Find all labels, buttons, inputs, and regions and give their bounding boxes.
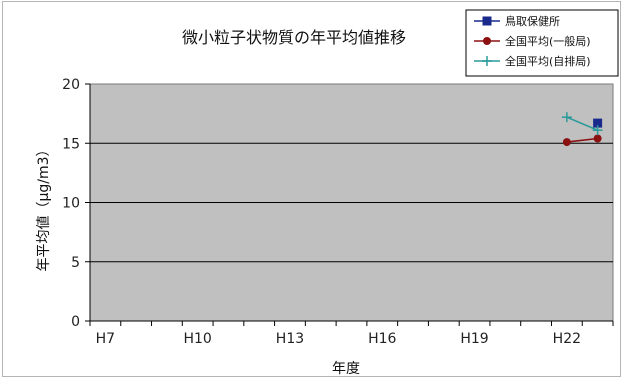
data-point: [593, 118, 603, 128]
x-tick-label: H16: [368, 331, 396, 347]
x-tick-label: H19: [460, 331, 488, 347]
x-tick-label: H10: [184, 331, 212, 347]
series-line: [566, 116, 598, 131]
legend-label: 全国平均(一般局): [505, 34, 591, 48]
series-3: [561, 112, 603, 136]
series-2: [562, 134, 602, 147]
legend-marker: [482, 56, 492, 66]
y-tick-label: 5: [71, 255, 80, 271]
x-tick-label: H7: [96, 331, 115, 347]
data-point: [561, 112, 572, 123]
axes: [85, 83, 614, 326]
legend-label: 鳥取保健所: [505, 14, 560, 28]
x-tick-label: H13: [276, 331, 304, 347]
tick-labels: 0 5 10 15 20 H7 H10 H13 H16 H19 H22: [62, 77, 581, 347]
series-marks: [561, 112, 603, 147]
series-line: [566, 137, 598, 143]
data-point: [593, 134, 602, 143]
y-tick-label: 15: [62, 136, 80, 152]
legend-item: 全国平均(自排局): [474, 54, 591, 68]
data-point: [562, 138, 571, 147]
data-point: [592, 125, 603, 136]
x-tick-label: H22: [553, 331, 581, 347]
legend-marker: [482, 16, 492, 26]
x-axis-title: 年度: [332, 361, 360, 377]
y-tick-label: 20: [62, 77, 80, 93]
y-tick-label: 0: [71, 314, 80, 330]
gridlines: [90, 142, 613, 263]
legend-item: 全国平均(一般局): [474, 34, 591, 48]
legend-label: 全国平均(自排局): [505, 54, 591, 68]
y-axis-title: 年平均値（μg/m3）: [36, 142, 52, 271]
legend-marker: [483, 37, 491, 45]
series-1: [593, 118, 603, 128]
y-tick-label: 10: [62, 196, 80, 212]
legend-item: 鳥取保健所: [474, 14, 560, 28]
chart-title: 微小粒子状物質の年平均値推移: [182, 28, 406, 47]
